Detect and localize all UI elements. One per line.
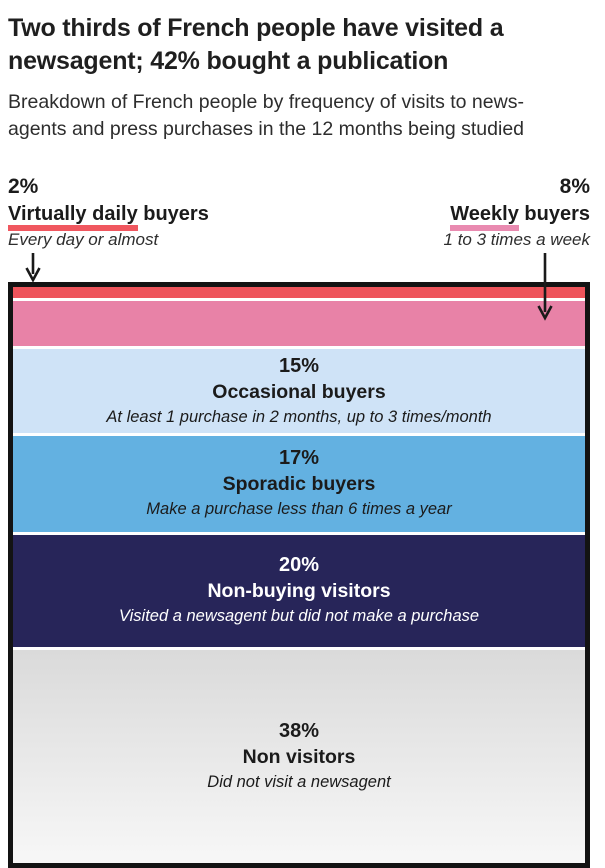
chart-figure: 2% Virtually daily buyers Every day or a… (8, 174, 590, 868)
subtitle-line-2: agents and press purchases in the 12 mon… (8, 118, 525, 140)
underline-emphasis: Virtually daily (8, 203, 138, 231)
segment-percentage: 20% (278, 554, 320, 577)
subtitle-line-1: Breakdown of French people by frequency … (8, 91, 524, 113)
segment-label: Non-buying visitors (207, 580, 391, 603)
stacked-bar-chart: 15% Occasional buyers At least 1 purchas… (8, 282, 590, 868)
title-line-2: newsagent; 42% bought a publication (8, 47, 449, 75)
annotation-value: 8% (559, 175, 590, 198)
segment-description: Visited a newsagent but did not make a p… (118, 607, 480, 626)
annotation-sublabel: 1 to 3 times a week (443, 230, 590, 249)
annotation-label-rest: buyers (137, 203, 209, 225)
segment-weekly-buyers (13, 298, 585, 347)
annotation-virtually-daily: 2% Virtually daily buyers Every day or a… (8, 174, 209, 251)
segment-occasional-buyers: 15% Occasional buyers At least 1 purchas… (13, 346, 585, 434)
segment-label: Sporadic buyers (222, 473, 376, 496)
segment-sporadic-buyers: 17% Sporadic buyers Make a purchase less… (13, 433, 585, 532)
segment-percentage: 15% (278, 354, 320, 377)
segment-text: 17% Sporadic buyers Make a purchase less… (146, 447, 451, 520)
segment-label: Non visitors (242, 745, 356, 768)
segment-text: 38% Non visitors Did not visit a newsage… (207, 720, 390, 793)
annotation-label-rest: buyers (518, 203, 590, 225)
segment-virtually-daily-buyers (13, 287, 585, 299)
segment-description: Did not visit a newsagent (207, 772, 391, 791)
arrow-down-icon (25, 253, 41, 283)
segment-percentage: 17% (278, 447, 320, 470)
page-subtitle: Breakdown of French people by frequency … (8, 89, 590, 143)
segment-non-buying-visitors: 20% Non-buying visitors Visited a newsag… (13, 531, 585, 647)
annotation-label: Virtually daily buyers (8, 200, 209, 231)
segment-description: At least 1 purchase in 2 months, up to 3… (106, 407, 492, 426)
segment-non-visitors: 38% Non visitors Did not visit a newsage… (13, 646, 585, 864)
segment-text: 20% Non-buying visitors Visited a newsag… (119, 554, 479, 627)
segment-label: Occasional buyers (212, 380, 386, 403)
segment-text: 15% Occasional buyers At least 1 purchas… (106, 355, 491, 428)
segment-percentage: 38% (278, 719, 320, 742)
annotation-sublabel: Every day or almost (8, 230, 159, 249)
segment-description: Make a purchase less than 6 times a year (146, 500, 452, 519)
annotation-weekly: 8% Weekly buyers 1 to 3 times a week (444, 174, 590, 251)
page-title: Two thirds of French people have visited… (8, 12, 590, 78)
title-line-1: Two thirds of French people have visited… (8, 14, 504, 42)
annotation-value: 2% (8, 175, 39, 198)
annotation-row: 2% Virtually daily buyers Every day or a… (8, 174, 590, 251)
annotation-label: Weekly buyers (444, 200, 590, 231)
underline-emphasis: Weekly (450, 203, 519, 231)
